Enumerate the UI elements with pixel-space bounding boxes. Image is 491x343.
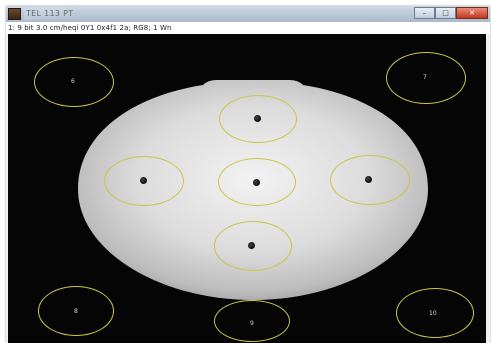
roi-left[interactable] bbox=[104, 156, 184, 206]
maximize-icon: □ bbox=[442, 8, 449, 17]
roi-bottom-right[interactable] bbox=[396, 288, 474, 338]
vial-left bbox=[140, 177, 147, 184]
roi-center[interactable] bbox=[218, 158, 296, 206]
roi-top-right[interactable] bbox=[386, 52, 466, 104]
maximize-button[interactable]: □ bbox=[435, 7, 456, 19]
roi-label-bottom-left: 8 bbox=[74, 308, 78, 315]
roi-bottom[interactable] bbox=[214, 221, 292, 271]
image-viewport[interactable]: 6 7 8 9 10 bbox=[8, 34, 486, 343]
title-bar[interactable]: TEL 113 PT – □ ✕ bbox=[6, 6, 490, 22]
image-info-line: 1: 9 bit 3.0 cm/heqi 0Y1 0x4f1 2a; RG8; … bbox=[6, 22, 490, 34]
roi-label-bottom-center: 9 bbox=[250, 320, 254, 327]
vial-top bbox=[254, 115, 261, 122]
window-title: TEL 113 PT bbox=[24, 8, 80, 20]
app-window: TEL 113 PT – □ ✕ 1: 9 bit 3.0 cm/heqi 0Y… bbox=[6, 6, 490, 343]
minimize-icon: – bbox=[422, 8, 427, 17]
window-controls: – □ ✕ bbox=[414, 7, 488, 19]
roi-bottom-center[interactable] bbox=[214, 300, 290, 342]
roi-right[interactable] bbox=[330, 155, 410, 205]
minimize-button[interactable]: – bbox=[414, 7, 435, 19]
vial-right bbox=[365, 176, 372, 183]
close-icon: ✕ bbox=[469, 8, 475, 17]
roi-label-top-left: 6 bbox=[71, 78, 75, 85]
roi-top[interactable] bbox=[219, 95, 297, 143]
close-button[interactable]: ✕ bbox=[456, 7, 488, 19]
app-icon bbox=[8, 8, 21, 20]
vial-center bbox=[253, 179, 260, 186]
roi-bottom-left[interactable] bbox=[38, 286, 114, 336]
roi-label-top-right: 7 bbox=[423, 74, 427, 81]
roi-label-bottom-right: 10 bbox=[429, 310, 437, 317]
vial-bottom bbox=[248, 242, 255, 249]
roi-top-left[interactable] bbox=[34, 57, 114, 107]
